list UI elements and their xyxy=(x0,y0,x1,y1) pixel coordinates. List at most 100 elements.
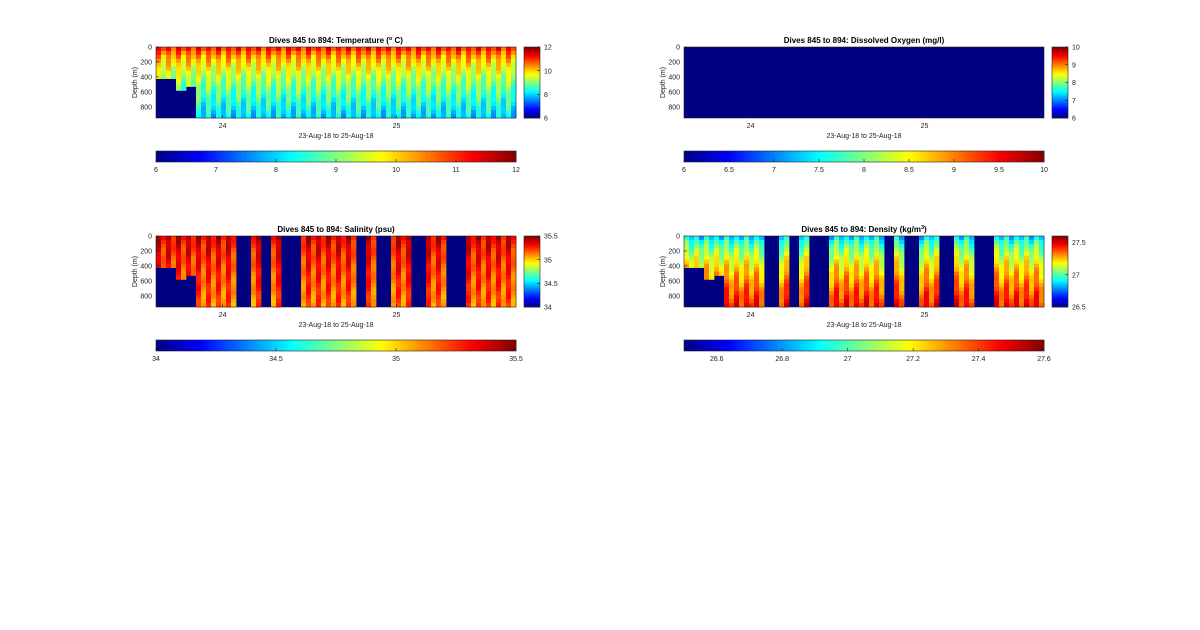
data-cell xyxy=(316,291,322,296)
bottom-colorbar-segment xyxy=(478,151,483,162)
side-colorbar-segment xyxy=(524,281,540,284)
data-cell xyxy=(924,287,930,292)
data-cell xyxy=(341,74,347,79)
data-cell xyxy=(356,94,362,99)
data-cell xyxy=(496,78,502,83)
data-cell xyxy=(719,239,725,245)
data-cell xyxy=(386,47,392,52)
data-cell xyxy=(311,291,317,296)
data-cell xyxy=(466,86,472,91)
bottom-colorbar-segment xyxy=(774,151,779,162)
data-cell xyxy=(481,243,487,249)
side-colorbar-segment xyxy=(1052,83,1068,86)
data-cell xyxy=(491,47,497,52)
data-cell xyxy=(316,106,322,111)
data-cell xyxy=(829,236,835,241)
data-cell xyxy=(301,275,307,280)
data-cell xyxy=(311,279,317,284)
data-cell xyxy=(461,98,467,103)
data-cell xyxy=(226,50,232,56)
side-colorbar-label: 34 xyxy=(544,305,552,312)
data-cell xyxy=(226,74,232,79)
data-cell xyxy=(436,50,442,56)
data-cell xyxy=(331,251,337,257)
data-cell xyxy=(501,247,507,253)
data-cell xyxy=(406,102,412,107)
data-cell xyxy=(231,86,237,91)
data-cell xyxy=(934,303,940,308)
side-colorbar-segment xyxy=(524,278,540,281)
data-cell xyxy=(271,62,277,68)
data-cell xyxy=(844,299,850,304)
data-cell xyxy=(426,275,432,280)
data-cell xyxy=(336,66,342,72)
data-cell xyxy=(501,299,507,304)
bottom-colorbar-segment xyxy=(459,340,464,351)
data-cell xyxy=(186,74,192,79)
data-cell xyxy=(486,243,492,249)
data-cell xyxy=(351,275,357,280)
data-cell xyxy=(226,247,232,253)
side-colorbar-segment xyxy=(1052,296,1068,299)
bottom-colorbar-segment xyxy=(354,340,359,351)
data-cell xyxy=(236,74,242,79)
x-axis-label: 23-Aug-18 to 25-Aug-18 xyxy=(826,322,901,329)
data-cell xyxy=(181,70,187,76)
data-cell xyxy=(201,287,207,292)
bottom-colorbar-segment xyxy=(287,340,292,351)
bottom-colorbar-segment xyxy=(354,151,359,162)
data-cell xyxy=(924,267,930,272)
bottom-colorbar-segment xyxy=(204,151,209,162)
data-cell xyxy=(441,58,447,64)
side-colorbar-segment xyxy=(524,83,540,86)
data-cell xyxy=(311,259,317,265)
data-cell xyxy=(844,271,850,276)
bottom-colorbar-segment xyxy=(358,340,363,351)
data-cell xyxy=(471,247,477,253)
data-cell xyxy=(371,74,377,79)
data-cell xyxy=(226,303,232,308)
side-colorbar-frame xyxy=(523,46,541,119)
data-cell xyxy=(256,236,262,241)
data-cell xyxy=(351,299,357,304)
data-cell xyxy=(321,251,327,257)
data-cell xyxy=(196,74,202,79)
side-colorbar-segment xyxy=(1052,241,1068,244)
data-cell xyxy=(969,287,975,292)
bottom-colorbar-segment xyxy=(852,340,857,351)
data-cell xyxy=(476,287,482,292)
data-cell xyxy=(296,54,302,60)
data-cell xyxy=(934,291,940,296)
data-cell xyxy=(471,90,477,95)
data-cell xyxy=(391,90,397,95)
data-cell xyxy=(1009,295,1015,300)
data-cell xyxy=(874,279,880,284)
data-cell xyxy=(436,110,442,115)
data-cell xyxy=(251,102,257,107)
data-cell xyxy=(371,62,377,68)
data-cell xyxy=(311,62,317,68)
data-cell xyxy=(689,251,695,257)
data-cell xyxy=(491,70,497,76)
bottom-colorbar-segment xyxy=(762,340,767,351)
data-cell xyxy=(694,255,700,261)
data-cell xyxy=(196,82,202,87)
data-cell xyxy=(959,303,965,308)
data-cell xyxy=(436,74,442,79)
data-cell xyxy=(396,62,402,68)
data-cell xyxy=(401,299,407,304)
data-cell xyxy=(1014,283,1020,288)
data-cell xyxy=(196,98,202,103)
data-cell xyxy=(201,50,207,56)
data-cell xyxy=(256,114,262,119)
data-cell xyxy=(356,106,362,111)
data-cell xyxy=(486,62,492,68)
data-cell xyxy=(739,271,745,276)
data-cell xyxy=(331,255,337,261)
data-cell xyxy=(361,106,367,111)
data-cell xyxy=(221,243,227,249)
data-cell xyxy=(401,58,407,64)
data-cell xyxy=(346,66,352,72)
data-cell xyxy=(1039,239,1045,245)
bottom-colorbar-segment xyxy=(264,151,269,162)
